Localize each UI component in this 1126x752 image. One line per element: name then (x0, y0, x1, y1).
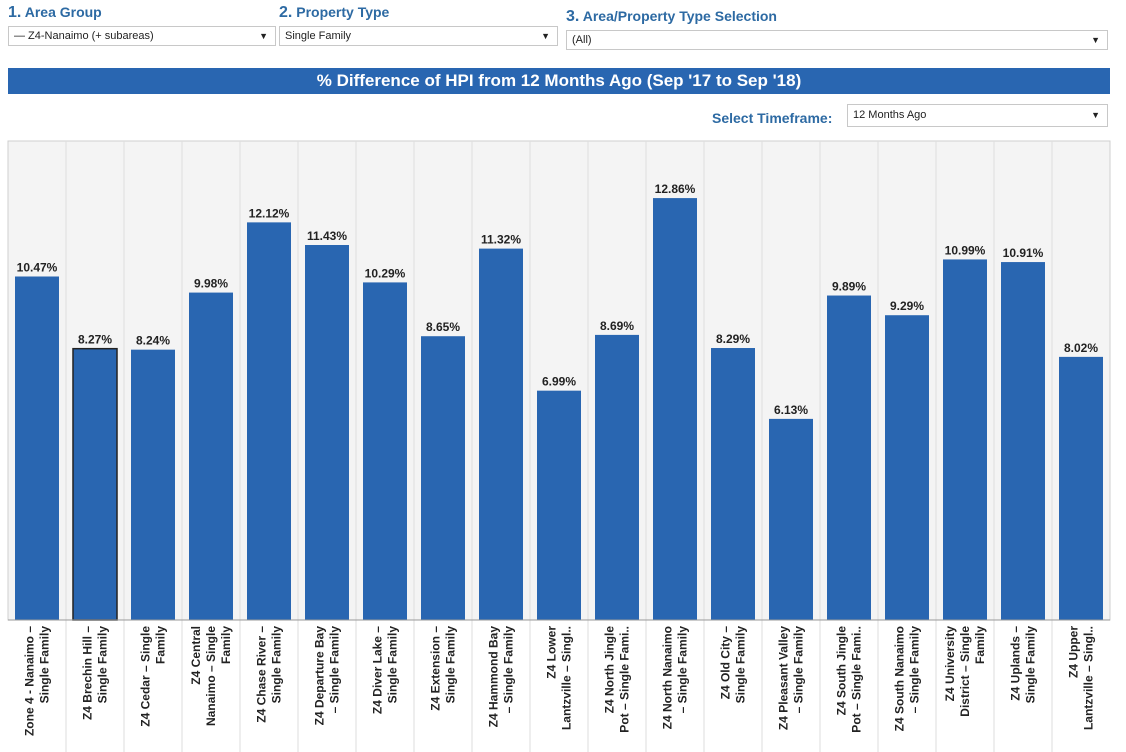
bar-value-label: 8.27% (78, 333, 112, 347)
bar-value-label: 8.02% (1064, 341, 1098, 355)
x-tick-label: Z4 Cedar – SingleFamily (139, 626, 168, 727)
x-tick-label: Z4 South Nanaimo– Single Family (893, 626, 922, 732)
bar[interactable] (653, 198, 697, 620)
bar[interactable] (1001, 262, 1045, 620)
bar[interactable] (305, 245, 349, 620)
bar[interactable] (1059, 356, 1103, 620)
timeframe-value: 12 Months Ago (853, 109, 927, 121)
x-tick-label: Z4 Brechin Hill –Single Family (81, 626, 110, 720)
bar-value-label: 10.99% (945, 243, 986, 257)
area-group-dropdown[interactable]: — Z4-Nanaimo (+ subareas) ▼ (8, 26, 276, 46)
x-tick-label: Z4 Departure Bay– Single Family (313, 626, 342, 726)
bar-value-label: 10.91% (1003, 246, 1044, 260)
bar-value-label: 11.43% (307, 229, 347, 243)
bar-value-label: 8.69% (600, 319, 634, 333)
bar-value-label: 8.65% (426, 320, 460, 334)
area-group-label: 1. Area Group (8, 4, 102, 21)
timeframe-dropdown[interactable]: 12 Months Ago ▼ (847, 104, 1108, 127)
area-group-filter: 1. Area Group (8, 4, 102, 22)
x-tick-label: Z4 Uplands –Single Family (1009, 626, 1038, 704)
bar-value-label: 6.99% (542, 375, 576, 389)
bars (15, 198, 1103, 621)
bar[interactable] (421, 336, 465, 620)
bar[interactable] (885, 315, 929, 620)
bar[interactable] (943, 259, 987, 620)
property-type-filter: 2. Property Type (279, 4, 389, 22)
bar-value-label: 8.24% (136, 334, 170, 348)
x-tick-labels: Zone 4 - Nanaimo –Single Family Z4 Brechi… (23, 626, 1096, 736)
bar-value-label: 8.29% (716, 332, 750, 346)
value-labels: 10.47% 8.27% 8.24% 9.98% 12.12% 11.43% 10.29% 8… (17, 182, 1099, 417)
chevron-down-icon: ▼ (259, 31, 268, 41)
timeframe-label: Select Timeframe: (712, 110, 833, 126)
bar[interactable] (189, 292, 233, 620)
x-tick-label: Z4 Old City –Single Family (719, 626, 748, 704)
bar[interactable] (827, 295, 871, 620)
bar[interactable] (72, 347, 118, 621)
x-tick-label: Z4 UniversityDistrict – SingleFamily (943, 626, 987, 717)
x-tick-label: Z4 Hammond Bay– Single Family (487, 626, 516, 728)
bar[interactable] (247, 222, 291, 620)
x-tick-label: Z4 South JinglePot – Single Fami.. (835, 626, 864, 733)
bar-value-label: 12.86% (655, 182, 696, 196)
area-group-value: — Z4-Nanaimo (+ subareas) (14, 30, 154, 42)
bar-value-label: 10.47% (17, 260, 58, 274)
bar-value-label: 12.12% (249, 206, 290, 220)
bar[interactable] (537, 390, 581, 620)
x-tick-label: Z4 Diver Lake –Single Family (371, 626, 400, 714)
property-type-value: Single Family (285, 30, 352, 42)
property-type-dropdown[interactable]: Single Family ▼ (279, 26, 558, 46)
bar[interactable] (595, 334, 639, 620)
chevron-down-icon: ▼ (1091, 35, 1100, 45)
chart-title: % Difference of HPI from 12 Months Ago (… (8, 68, 1110, 94)
property-type-label: 2. Property Type (279, 4, 390, 21)
selection-filter: 3. Area/Property Type Selection (566, 8, 777, 26)
chevron-down-icon: ▼ (541, 31, 550, 41)
bar-value-label: 6.13% (774, 403, 808, 417)
bar[interactable] (711, 348, 755, 620)
x-tick-label: Z4 North Nanaimo– Single Family (661, 626, 690, 730)
bar[interactable] (363, 282, 407, 620)
bar-value-label: 10.29% (365, 266, 406, 280)
bar-value-label: 11.32% (481, 233, 521, 247)
selection-dropdown[interactable]: (All) ▼ (566, 30, 1108, 50)
chevron-down-icon: ▼ (1091, 110, 1100, 120)
bar[interactable] (479, 248, 523, 620)
x-tick-label: Z4 CentralNanaimo – SingleFamily (189, 626, 233, 726)
x-tick-label: Zone 4 - Nanaimo –Single Family (23, 626, 52, 736)
x-tick-label: Z4 North JinglePot – Single Fami.. (603, 626, 632, 733)
x-tick-label: Z4 UpperLantzville – Singl.. (1067, 626, 1096, 730)
x-tick-label: Z4 Extension –Single Family (429, 626, 458, 711)
x-tick-label: Z4 Pleasant Valley– Single Family (777, 626, 806, 730)
x-tick-label: Z4 Chase River –Single Family (255, 626, 284, 723)
x-tick-label: Z4 LowerLantzville – Singl.. (545, 626, 574, 730)
bar[interactable] (131, 349, 175, 620)
selection-label: 3. Area/Property Type Selection (566, 8, 777, 25)
selection-value: (All) (572, 34, 592, 46)
bar-value-label: 9.98% (194, 277, 228, 291)
bar[interactable] (769, 418, 813, 620)
bar-value-label: 9.89% (832, 280, 866, 294)
bar[interactable] (15, 276, 59, 620)
column-separators (65, 141, 1053, 752)
bar-value-label: 9.29% (890, 299, 924, 313)
